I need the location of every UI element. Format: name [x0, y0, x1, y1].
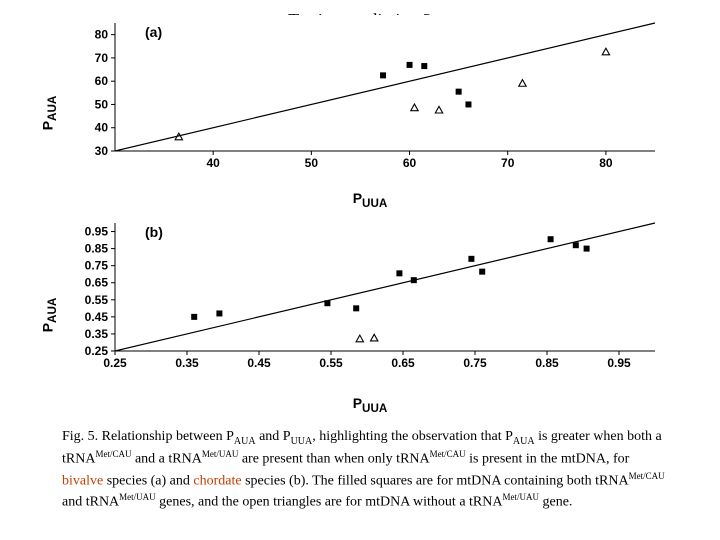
chart-a-svg: 30 40 50 60 70 80 40 50 60 70 80 (a) — [60, 15, 680, 207]
svg-text:80: 80 — [95, 28, 109, 42]
svg-text:30: 30 — [95, 144, 109, 158]
svg-text:60: 60 — [95, 74, 109, 88]
svg-text:(b): (b) — [145, 224, 163, 240]
svg-text:0.95: 0.95 — [607, 356, 631, 370]
svg-text:0.85: 0.85 — [535, 356, 559, 370]
x-axis-label-b: PUUA — [60, 395, 680, 415]
svg-text:60: 60 — [403, 156, 417, 170]
svg-text:0.75: 0.75 — [463, 356, 487, 370]
svg-text:70: 70 — [501, 156, 515, 170]
svg-text:50: 50 — [95, 97, 109, 111]
y-axis-label-a: PAUA — [39, 95, 59, 130]
svg-text:0.35: 0.35 — [175, 356, 199, 370]
svg-text:80: 80 — [599, 156, 613, 170]
svg-text:40: 40 — [95, 121, 109, 135]
svg-text:70: 70 — [95, 51, 109, 65]
svg-text:(a): (a) — [145, 24, 162, 40]
svg-text:0.55: 0.55 — [85, 293, 109, 307]
svg-text:0.95: 0.95 — [85, 225, 109, 239]
svg-text:40: 40 — [207, 156, 221, 170]
svg-text:0.25: 0.25 — [103, 356, 127, 370]
svg-text:0.45: 0.45 — [247, 356, 271, 370]
svg-text:50: 50 — [305, 156, 319, 170]
svg-text:0.45: 0.45 — [85, 310, 109, 324]
chart-panel-a: PAUA 3040506070804050607080(a) PUUA — [60, 15, 680, 210]
svg-text:0.65: 0.65 — [85, 276, 109, 290]
y-axis-label-b: PAUA — [39, 298, 59, 333]
caption-text: Fig. 5. Relationship between P — [62, 429, 234, 444]
svg-text:0.85: 0.85 — [85, 242, 109, 256]
svg-text:0.35: 0.35 — [85, 327, 109, 341]
svg-text:0.75: 0.75 — [85, 259, 109, 273]
svg-text:0.65: 0.65 — [391, 356, 415, 370]
figure-caption: Fig. 5. Relationship between PAUA and PU… — [62, 428, 670, 513]
svg-text:0.55: 0.55 — [319, 356, 343, 370]
chart-b-svg: 0.250.350.450.550.650.750.850.950.250.35… — [60, 215, 680, 407]
x-axis-label-a: PUUA — [60, 190, 680, 210]
chart-panel-b: PAUA 0.250.350.450.550.650.750.850.950.2… — [60, 215, 680, 415]
